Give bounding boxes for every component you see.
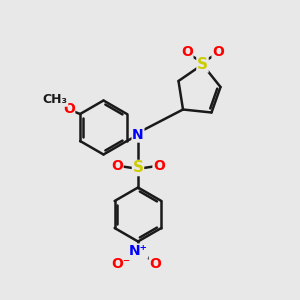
Text: O: O (149, 257, 161, 271)
Text: O: O (212, 45, 224, 59)
Text: CH₃: CH₃ (43, 93, 68, 106)
Text: O: O (111, 160, 123, 173)
Text: O: O (153, 160, 165, 173)
Text: O: O (63, 102, 75, 116)
Text: S: S (133, 160, 143, 175)
Text: O⁻: O⁻ (111, 257, 130, 271)
Text: O: O (181, 45, 193, 59)
Text: N: N (132, 128, 144, 142)
Text: N⁺: N⁺ (129, 244, 147, 258)
Text: S: S (197, 57, 208, 72)
